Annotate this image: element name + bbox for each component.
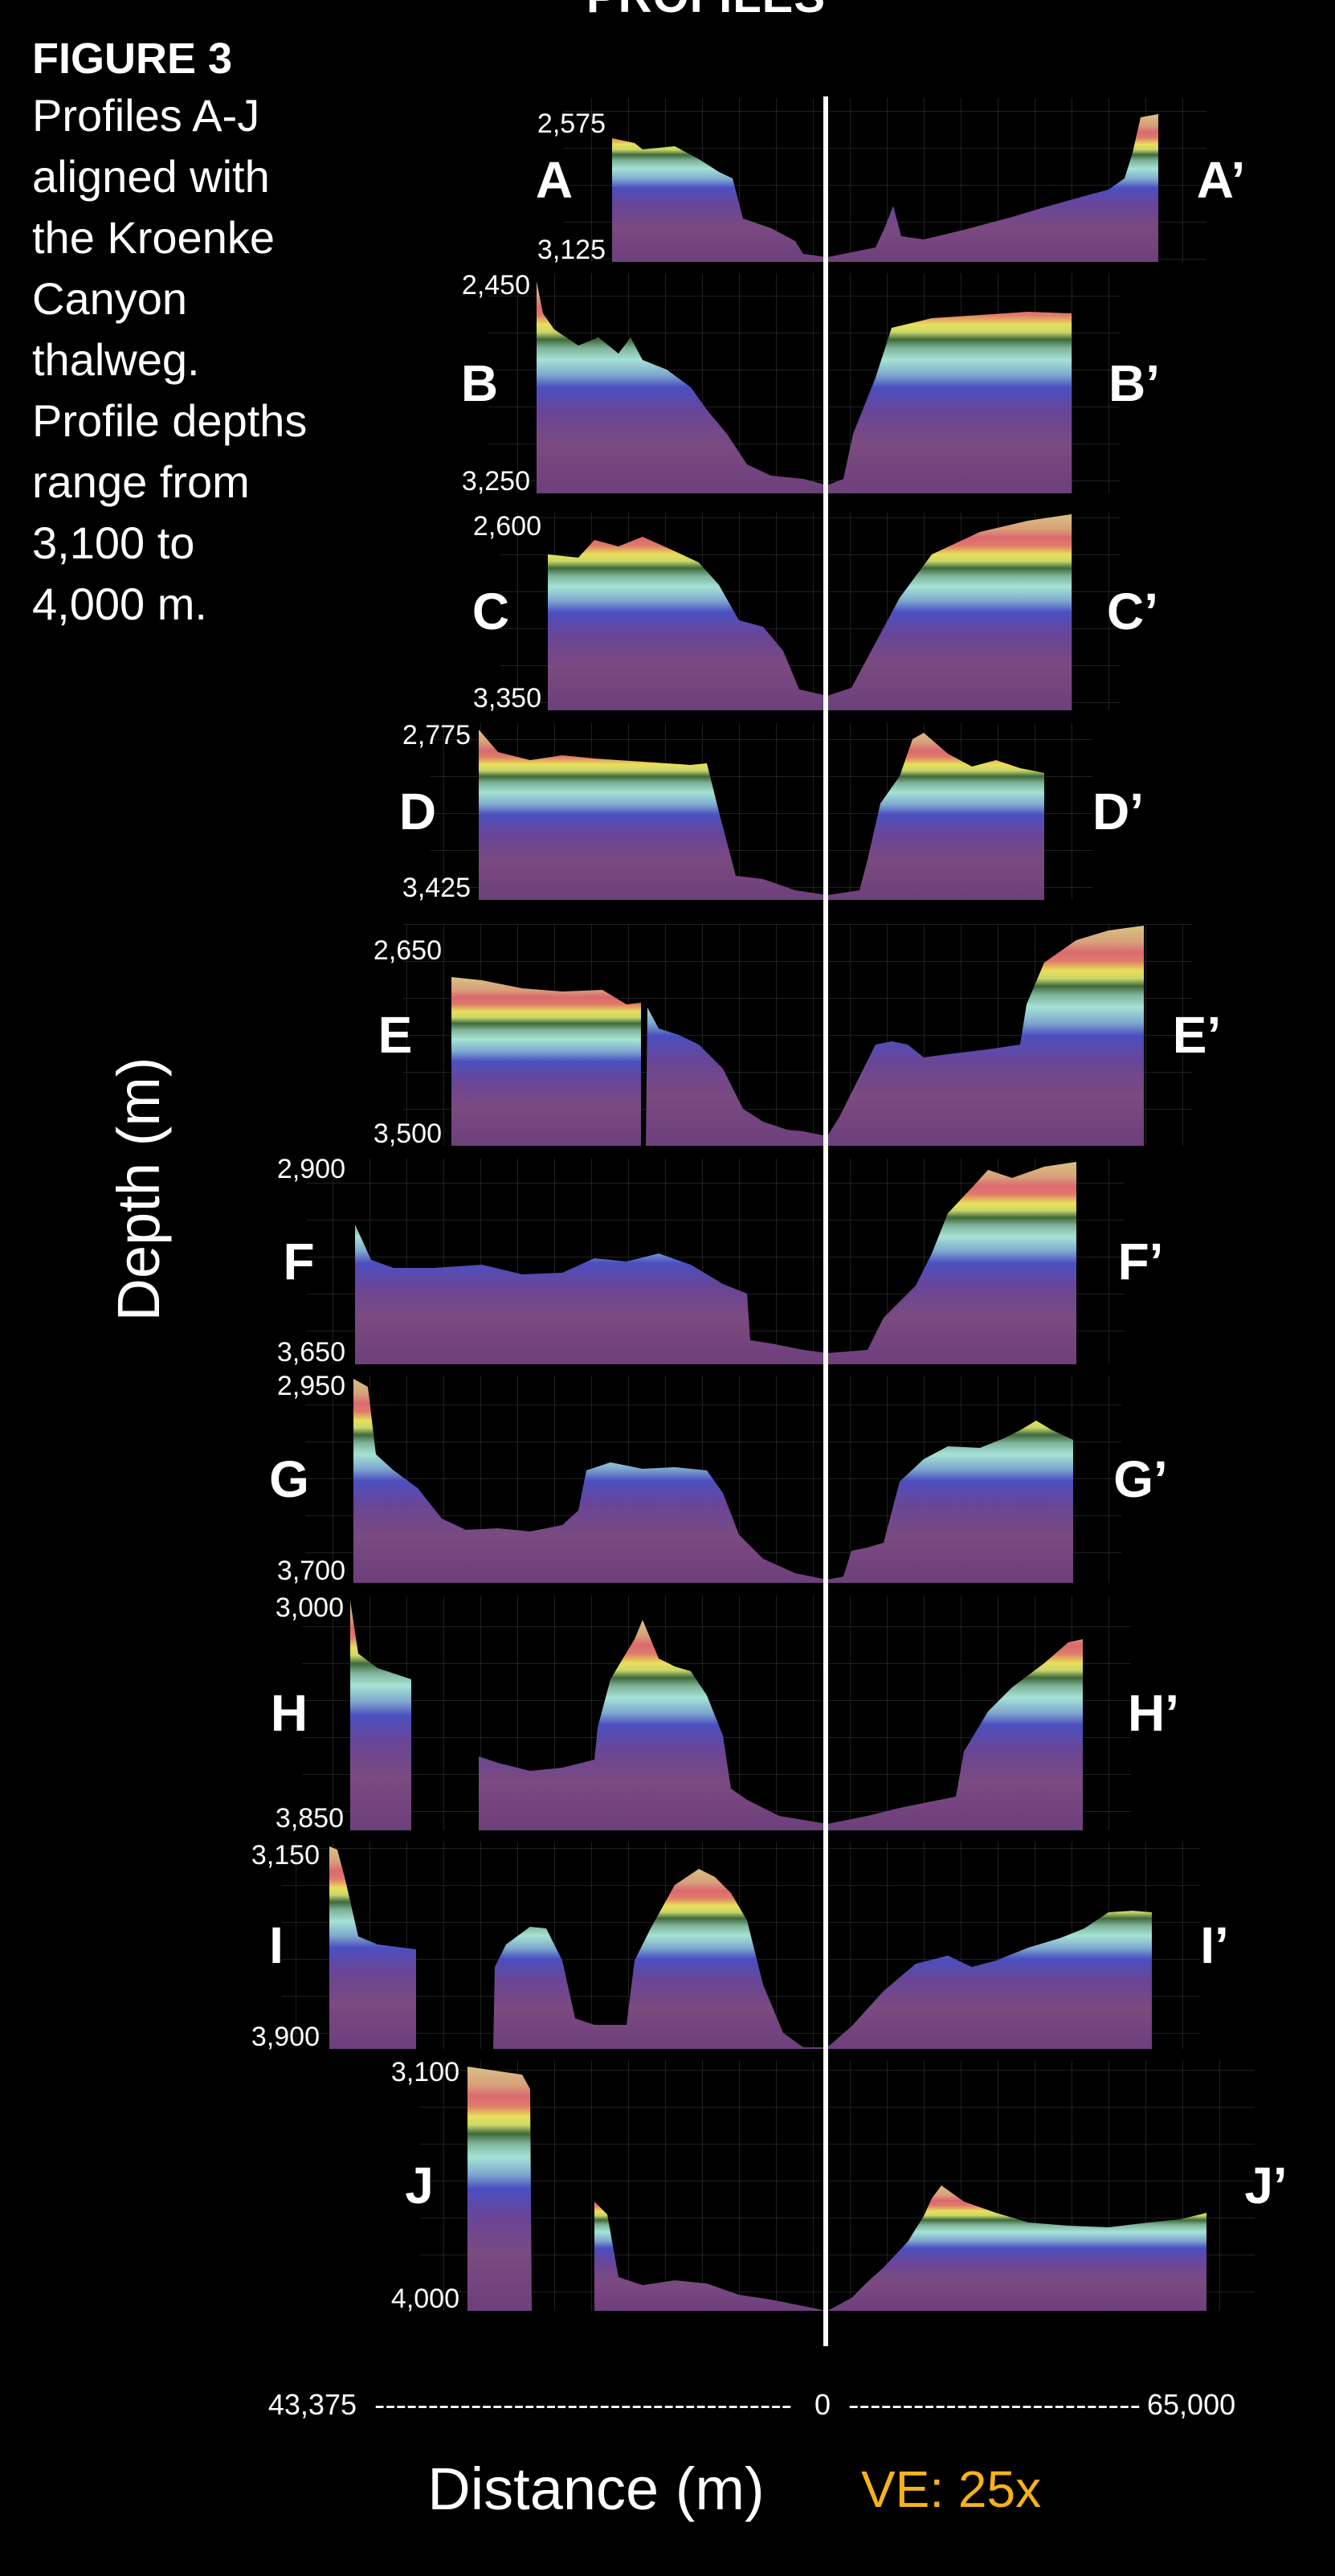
figure-caption: FIGURE 3 Profiles A-J aligned with the K… [32,32,369,635]
y-axis-label: Depth (m) [105,1057,172,1322]
profile-bottom-depth: 3,125 [537,235,606,265]
profile-start-label: B [461,354,498,412]
caption-line: Canyon [32,273,188,324]
profile-h-surface [479,1620,1083,1830]
profile-end-label: H’ [1128,1684,1179,1742]
profile-top-depth: 3,000 [276,1593,344,1623]
profile-top-depth: 2,575 [537,108,606,139]
profile-bottom-depth: 3,350 [473,683,541,714]
caption-line: 4,000 m. [32,579,207,629]
profile-d-surface [479,730,1044,900]
profile-b-surface [537,281,1072,493]
x-axis-center-value: 0 [814,2388,831,2421]
profile-end-label: B’ [1108,354,1160,412]
profile-h-surface [350,1601,411,1830]
profile-j-surface [594,2186,1206,2311]
profile-f-surface [355,1162,1076,1364]
caption-line: Profiles A-J [32,90,260,141]
profile-end-label: D’ [1092,783,1144,840]
profile-bottom-depth: 3,250 [462,466,530,497]
x-axis-left-value: 43,375 [268,2388,357,2421]
profile-start-label: G [269,1450,309,1508]
profile-top-depth: 2,450 [462,270,530,301]
profile-start-label: I [269,1916,284,1974]
profile-j-surface [467,2067,532,2311]
profile-top-depth: 2,900 [277,1154,345,1184]
x-axis-left-dashes: --------------------------------------- [374,2388,792,2421]
x-axis-label: Distance (m) [427,2455,764,2522]
profile-c-surface [548,514,1072,710]
profile-start-label: A [536,151,573,209]
profile-start-label: H [271,1684,308,1742]
caption-line: Profile depths [32,395,308,446]
profile-bottom-depth: 4,000 [391,2284,459,2314]
profile-top-depth: 2,600 [473,511,541,542]
profile-start-label: C [472,583,509,640]
profile-end-label: I’ [1200,1916,1229,1974]
profile-end-label: G’ [1113,1450,1168,1508]
profile-bottom-depth: 3,500 [374,1118,442,1149]
profile-top-depth: 3,150 [251,1840,320,1871]
profile-bottom-depth: 3,850 [276,1803,344,1834]
caption-title: FIGURE 3 [32,35,233,83]
profile-bottom-depth: 3,425 [402,873,471,903]
profile-e-surface [646,926,1144,1146]
profile-e-surface [451,977,641,1146]
profile-a-surface [612,114,1158,262]
profile-top-depth: 2,775 [402,720,471,750]
caption-line: thalweg. [32,334,200,385]
caption-line: range from [32,456,250,507]
profile-start-label: F [283,1233,314,1290]
profile-end-label: J’ [1244,2157,1287,2214]
caption-line: aligned with [32,151,270,202]
profile-end-label: C’ [1107,583,1158,640]
page-header: PROFILES [586,0,826,23]
profile-start-label: J [405,2157,434,2214]
profile-bottom-depth: 3,650 [277,1337,345,1368]
profile-top-depth: 3,100 [391,2057,459,2087]
profile-top-depth: 2,950 [277,1371,345,1401]
x-axis-right-value: 65,000 [1147,2388,1235,2421]
profile-i-surface [493,1869,1152,2049]
profile-end-label: E’ [1173,1006,1221,1064]
profile-bottom-depth: 3,700 [277,1556,345,1586]
x-axis-right-dashes: --------------------------- [848,2388,1141,2421]
profile-i-surface [329,1846,416,2049]
profile-top-depth: 2,650 [374,935,442,966]
caption-line: the Kroenke [32,212,275,263]
profile-end-label: F’ [1118,1233,1164,1290]
profile-g-surface [353,1379,1073,1583]
profile-bottom-depth: 3,900 [251,2022,320,2052]
vertical-exaggeration: VE: 25x [861,2460,1041,2518]
profile-end-label: A’ [1197,151,1245,209]
profile-start-label: E [378,1006,413,1064]
profile-start-label: D [399,783,436,840]
caption-line: 3,100 to [32,517,195,568]
